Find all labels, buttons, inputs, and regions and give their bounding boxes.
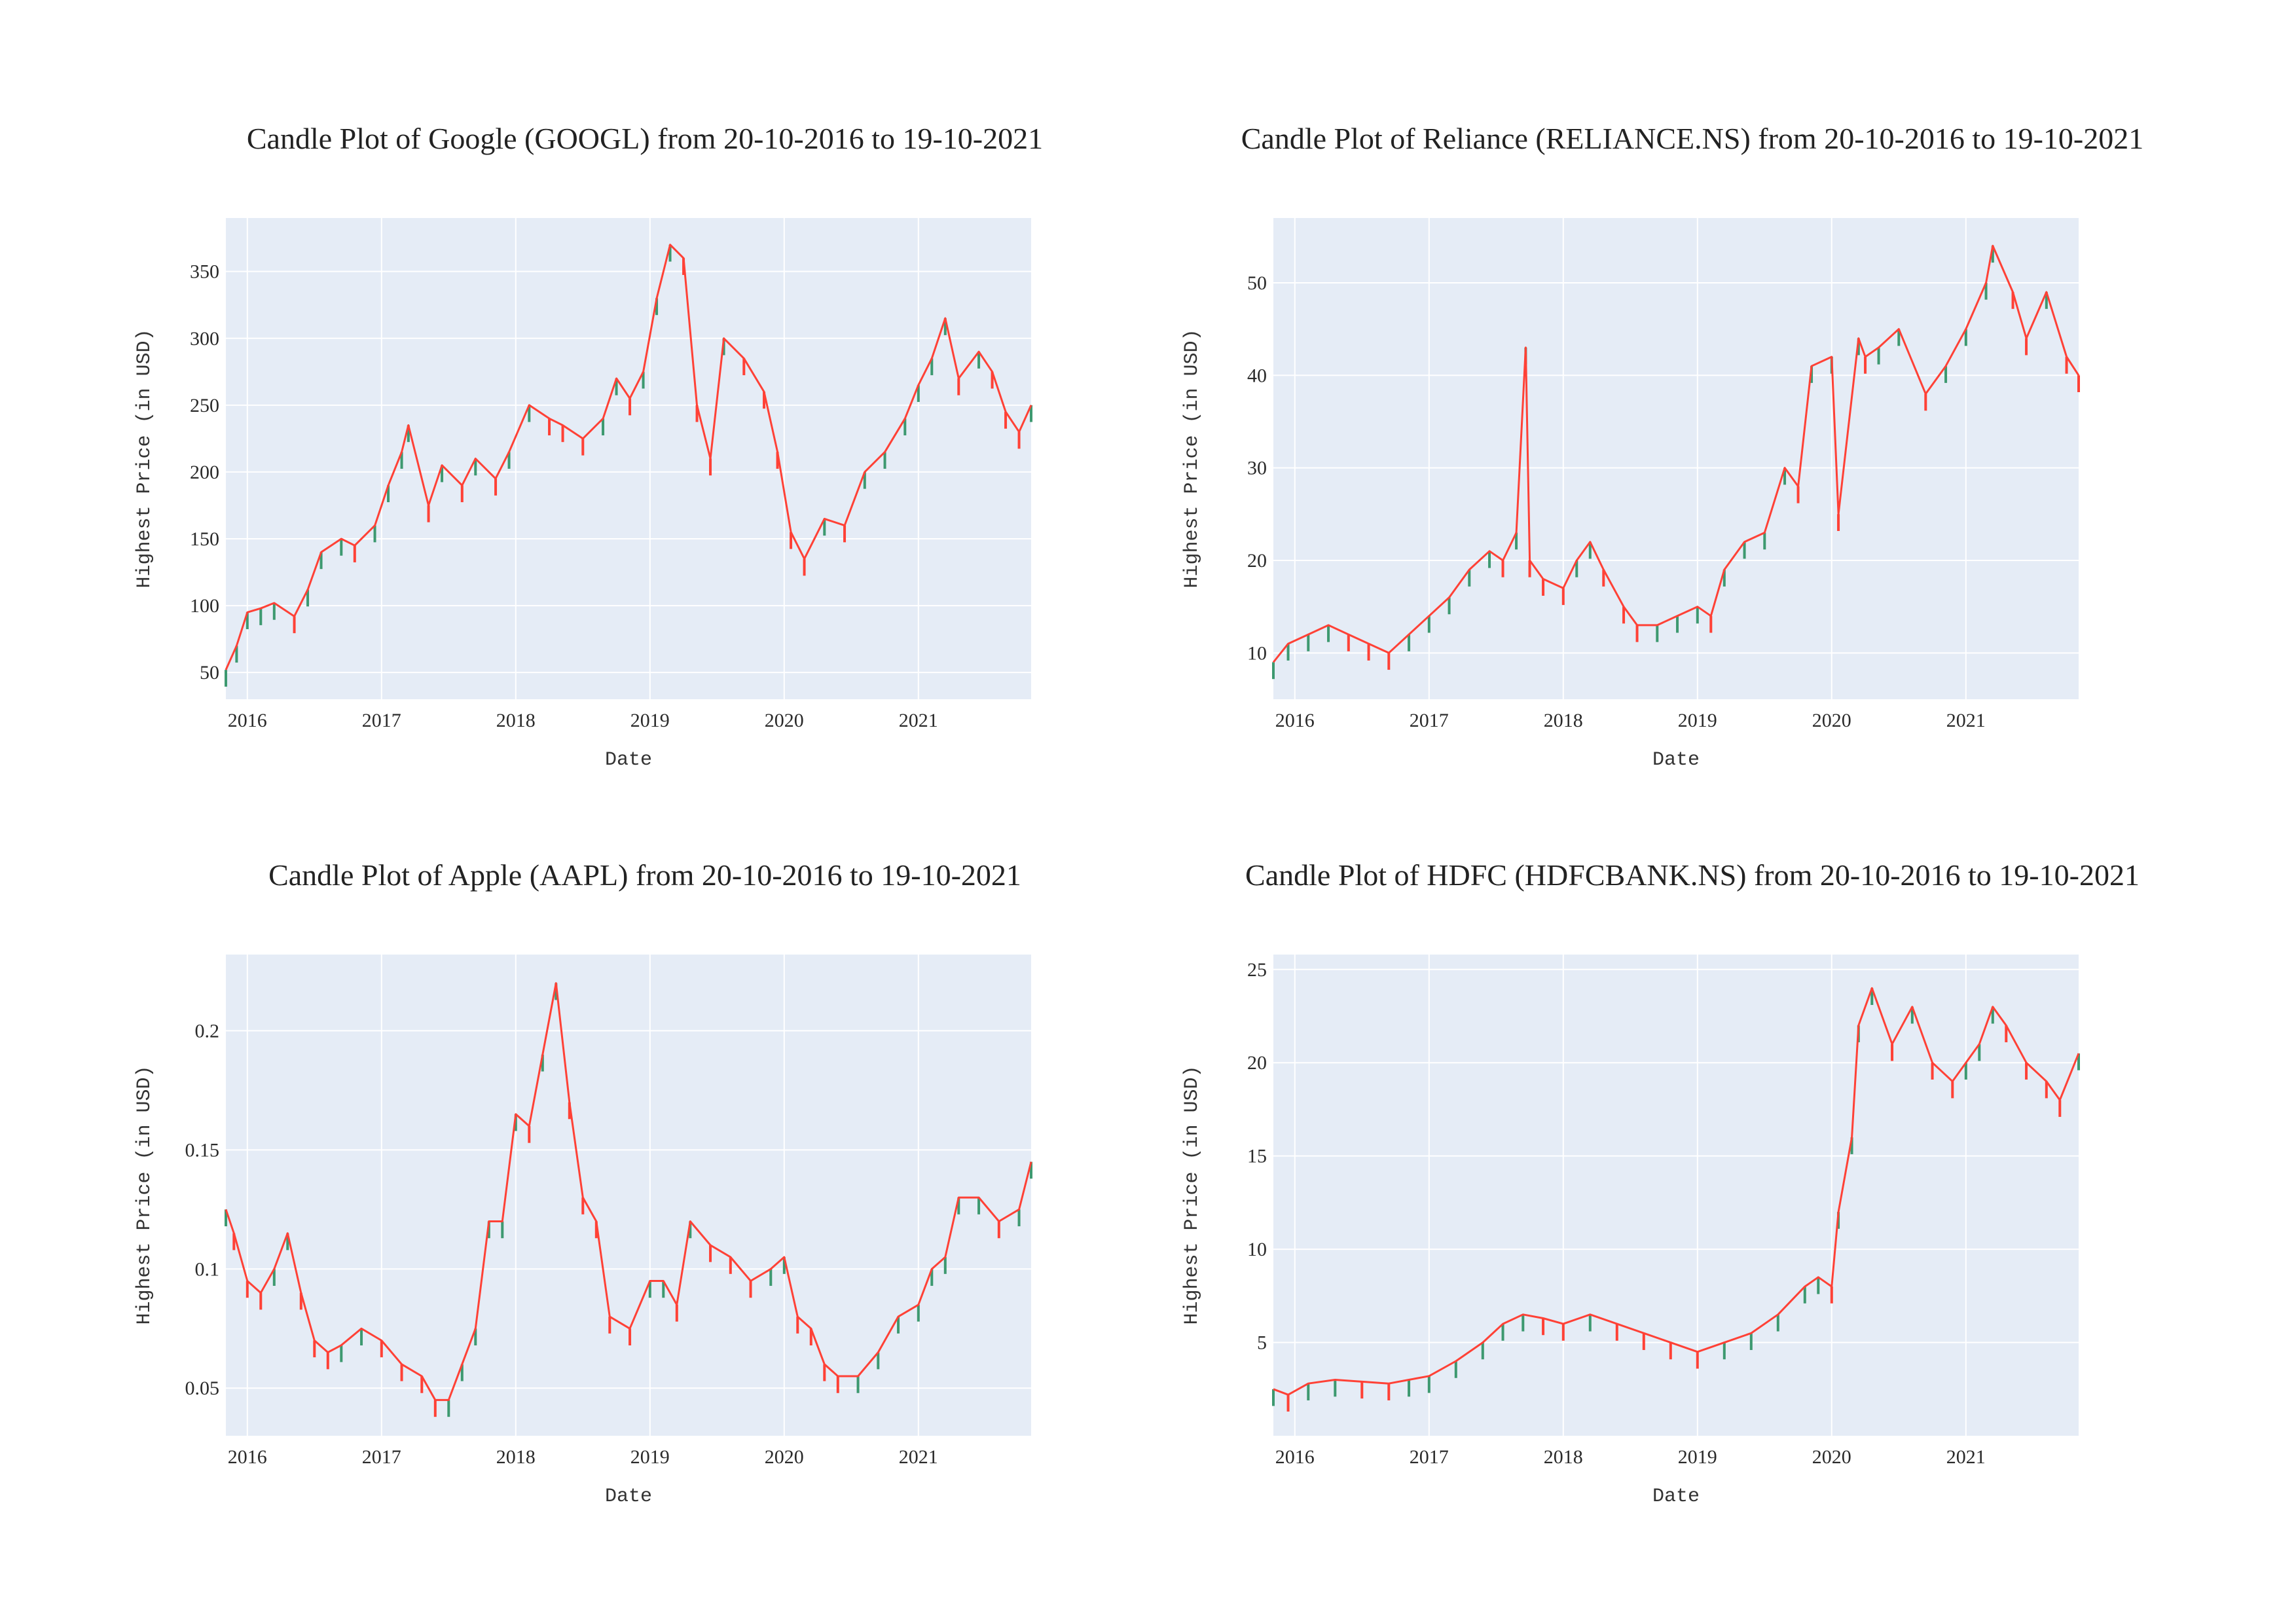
y-axis-title: Highest Price (in USD) (1181, 329, 1203, 588)
x-tick-label: 2017 (1410, 1446, 1449, 1468)
x-tick-label: 2021 (1946, 710, 1986, 731)
price-path (225, 982, 1032, 1401)
grid-lines (1273, 955, 2079, 1436)
chart-title: Candle Plot of Reliance (RELIANCE.NS) fr… (1241, 122, 2144, 155)
y-tick-label: 0.15 (185, 1139, 220, 1161)
x-axis-title: Date (1652, 749, 1700, 771)
x-tick-label: 2017 (362, 710, 401, 731)
price-path (1272, 244, 2080, 663)
chart-reliance: Candle Plot of Reliance (RELIANCE.NS) fr… (1152, 121, 2232, 815)
candles (1272, 987, 2080, 1412)
x-tick-label: 2021 (899, 710, 938, 731)
y-tick-label: 0.05 (185, 1377, 220, 1399)
x-tick-label: 2017 (1410, 710, 1449, 731)
y-tick-label: 0.1 (195, 1258, 220, 1280)
y-tick-label: 10 (1247, 642, 1267, 664)
y-tick-label: 350 (190, 261, 219, 283)
y-tick-label: 300 (190, 328, 219, 350)
x-tick-label: 2020 (1812, 710, 1851, 731)
y-axis-title: Highest Price (in USD) (134, 1065, 156, 1324)
x-tick-label: 2018 (1544, 710, 1583, 731)
plot-area (1273, 955, 2079, 1436)
x-tick-label: 2016 (1275, 1446, 1315, 1468)
x-tick-label: 2018 (1544, 1446, 1583, 1468)
tick-labels: 5 10 15 20 25 2016 2017 2018 2019 2020 2021 (1247, 959, 1986, 1468)
x-tick-label: 2020 (765, 1446, 804, 1468)
tick-labels: 0.05 0.1 0.15 0.2 2016 2017 2018 2019 2020 2021 (185, 1020, 938, 1468)
y-tick-label: 10 (1247, 1239, 1267, 1260)
chart-googl-svg: 50 100 150 200 250 300 350 2016 2017 2018 2019 2020… (134, 218, 1032, 771)
y-tick-label: 30 (1247, 458, 1267, 479)
x-axis-title: Date (605, 1486, 652, 1508)
x-tick-label: 2016 (1275, 710, 1315, 731)
chart-title: Candle Plot of Google (GOOGL) from 20-10… (246, 122, 1044, 155)
y-tick-label: 50 (200, 662, 219, 684)
chart-hdfc: Candle Plot of HDFC (HDFCBANK.NS) from 2… (1152, 858, 2232, 1552)
y-tick-label: 25 (1247, 959, 1267, 981)
x-tick-label: 2016 (228, 710, 267, 731)
price-path (1273, 987, 2080, 1396)
y-tick-label: 150 (190, 528, 219, 550)
x-tick-label: 2018 (496, 710, 536, 731)
x-tick-label: 2018 (496, 1446, 536, 1468)
chart-hdfc-svg: 5 10 15 20 25 2016 2017 2018 2019 2020 2021 Date H… (1181, 955, 2080, 1508)
plot-area (226, 218, 1031, 699)
tick-labels: 10 20 30 40 50 2016 2017 2018 2019 2020 2021 (1247, 272, 1986, 731)
chart-title: Candle Plot of HDFC (HDFCBANK.NS) from 2… (1245, 858, 2140, 892)
y-axis-title: Highest Price (in USD) (1181, 1065, 1203, 1324)
x-tick-label: 2021 (1946, 1446, 1986, 1468)
chart-aapl: Candle Plot of Apple (AAPL) from 20-10-2… (105, 858, 1185, 1552)
chart-googl: Candle Plot of Google (GOOGL) from 20-10… (105, 121, 1185, 815)
y-tick-label: 50 (1247, 272, 1267, 294)
x-tick-label: 2017 (362, 1446, 401, 1468)
y-tick-label: 15 (1247, 1146, 1267, 1167)
x-tick-label: 2019 (630, 710, 670, 731)
x-tick-label: 2019 (630, 1446, 670, 1468)
x-tick-label: 2019 (1678, 1446, 1717, 1468)
x-axis-title: Date (1652, 1486, 1700, 1508)
price-path (225, 244, 1032, 670)
y-tick-label: 20 (1247, 550, 1267, 572)
x-tick-label: 2016 (228, 1446, 267, 1468)
candles (225, 982, 1032, 1417)
plot-area (226, 955, 1031, 1436)
tick-labels: 50 100 150 200 250 300 350 2016 2017 2018 2019 2020… (190, 261, 938, 731)
y-axis-title: Highest Price (in USD) (134, 329, 156, 588)
x-tick-label: 2021 (899, 1446, 938, 1468)
plot-area (1273, 218, 2079, 699)
x-tick-label: 2020 (765, 710, 804, 731)
chart-aapl-svg: 0.05 0.1 0.15 0.2 2016 2017 2018 2019 2020 2021 D… (134, 955, 1032, 1508)
x-axis-title: Date (605, 749, 652, 771)
y-tick-label: 20 (1247, 1052, 1267, 1074)
x-tick-label: 2019 (1678, 710, 1717, 731)
y-tick-label: 40 (1247, 365, 1267, 386)
candles (225, 244, 1032, 687)
chart-title: Candle Plot of Apple (AAPL) from 20-10-2… (268, 858, 1021, 892)
y-tick-label: 5 (1257, 1332, 1267, 1354)
y-tick-label: 100 (190, 595, 219, 617)
y-tick-label: 0.2 (195, 1020, 220, 1042)
y-tick-label: 200 (190, 462, 219, 483)
grid-lines (1273, 218, 2079, 699)
x-tick-label: 2020 (1812, 1446, 1851, 1468)
y-tick-label: 250 (190, 395, 219, 416)
candles (1272, 244, 2080, 680)
